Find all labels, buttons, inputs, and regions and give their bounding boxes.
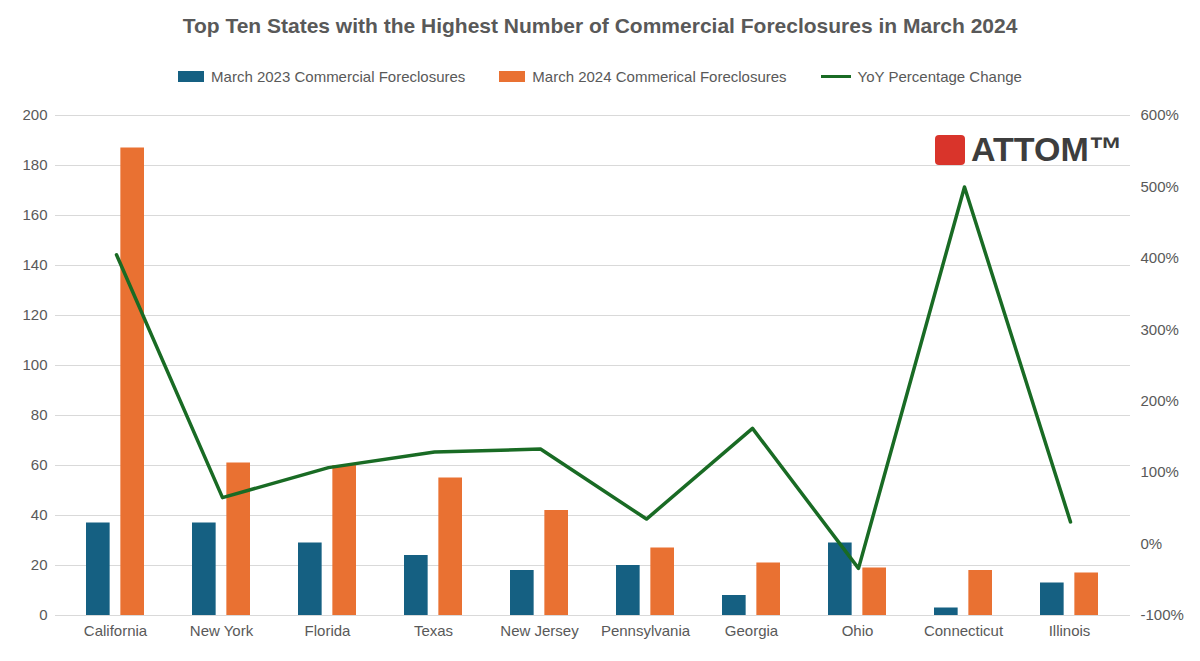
svg-text:100%: 100% [1141,463,1179,480]
svg-text:200%: 200% [1141,392,1179,409]
svg-text:Connecticut: Connecticut [924,622,1004,639]
html-text:Top Ten States with the Highes: Top Ten States with the Highest Number o… [182,14,1018,37]
svg-text:New York: New York [190,622,254,639]
svg-text:-100%: -100% [1141,606,1184,623]
svg-text:Florida: Florida [305,622,352,639]
svg-text:500%: 500% [1141,178,1179,195]
svg-text:180: 180 [22,156,47,173]
svg-text:600%: 600% [1141,106,1179,123]
svg-text:160: 160 [22,206,47,223]
svg-text:40: 40 [31,506,48,523]
svg-text:400%: 400% [1141,249,1179,266]
svg-text:300%: 300% [1141,321,1179,338]
svg-text:Texas: Texas [414,622,453,639]
svg-text:120: 120 [22,306,47,323]
svg-text:Pennsylvania: Pennsylvania [601,622,691,639]
svg-text:100: 100 [22,356,47,373]
svg-text:140: 140 [22,256,47,273]
svg-text:New Jersey: New Jersey [500,622,579,639]
svg-text:0%: 0% [1141,535,1163,552]
html-text:ATTOM™: ATTOM™ [971,130,1123,168]
svg-text:Georgia: Georgia [725,622,779,639]
svg-text:60: 60 [31,456,48,473]
svg-text:80: 80 [31,406,48,423]
svg-text:0: 0 [39,606,47,623]
svg-text:California: California [84,622,148,639]
html-text:March 2023 Commercial Foreclos: March 2023 Commercial Foreclosures [211,68,466,85]
html-text:YoY Percentage Change: YoY Percentage Change [857,68,1022,85]
svg-text:Illinois: Illinois [1049,622,1091,639]
svg-text:Ohio: Ohio [842,622,874,639]
svg-text:200: 200 [22,106,47,123]
svg-text:20: 20 [31,556,48,573]
html-text:March 2024 Commerical Foreclos: March 2024 Commerical Foreclosures [532,68,787,85]
